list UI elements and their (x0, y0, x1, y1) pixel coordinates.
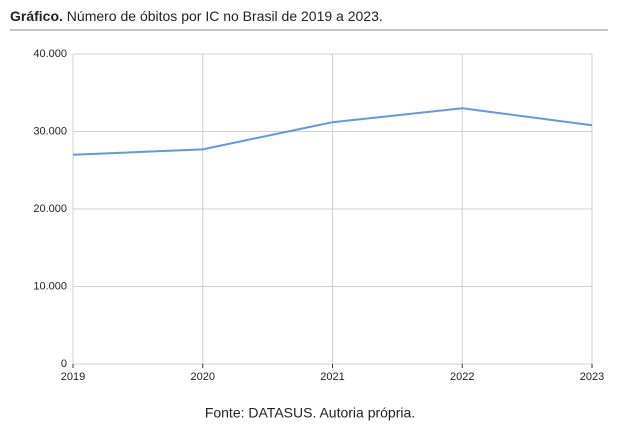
line-series (72, 107, 593, 156)
x-tick-label: 2020 (191, 371, 215, 383)
y-tick-label: 0 (61, 358, 67, 370)
y-tick-label: 10.000 (33, 280, 67, 292)
chart-label: Gráfico. (10, 8, 63, 24)
x-tick-label: 2019 (61, 371, 85, 383)
y-tick-label: 40.000 (33, 48, 67, 60)
y-tick-label: 30.000 (33, 125, 67, 137)
x-tick-label: 2023 (580, 371, 604, 383)
x-tick-label: 2021 (320, 371, 344, 383)
x-tick-label: 2022 (450, 371, 474, 383)
y-tick-label: 20.000 (33, 203, 67, 215)
chart-title: Número de óbitos por IC no Brasil de 201… (67, 8, 383, 24)
chart-heading: Gráfico. Número de óbitos por IC no Bras… (10, 8, 383, 24)
caption: Fonte: DATASUS. Autoria própria. (205, 405, 415, 421)
